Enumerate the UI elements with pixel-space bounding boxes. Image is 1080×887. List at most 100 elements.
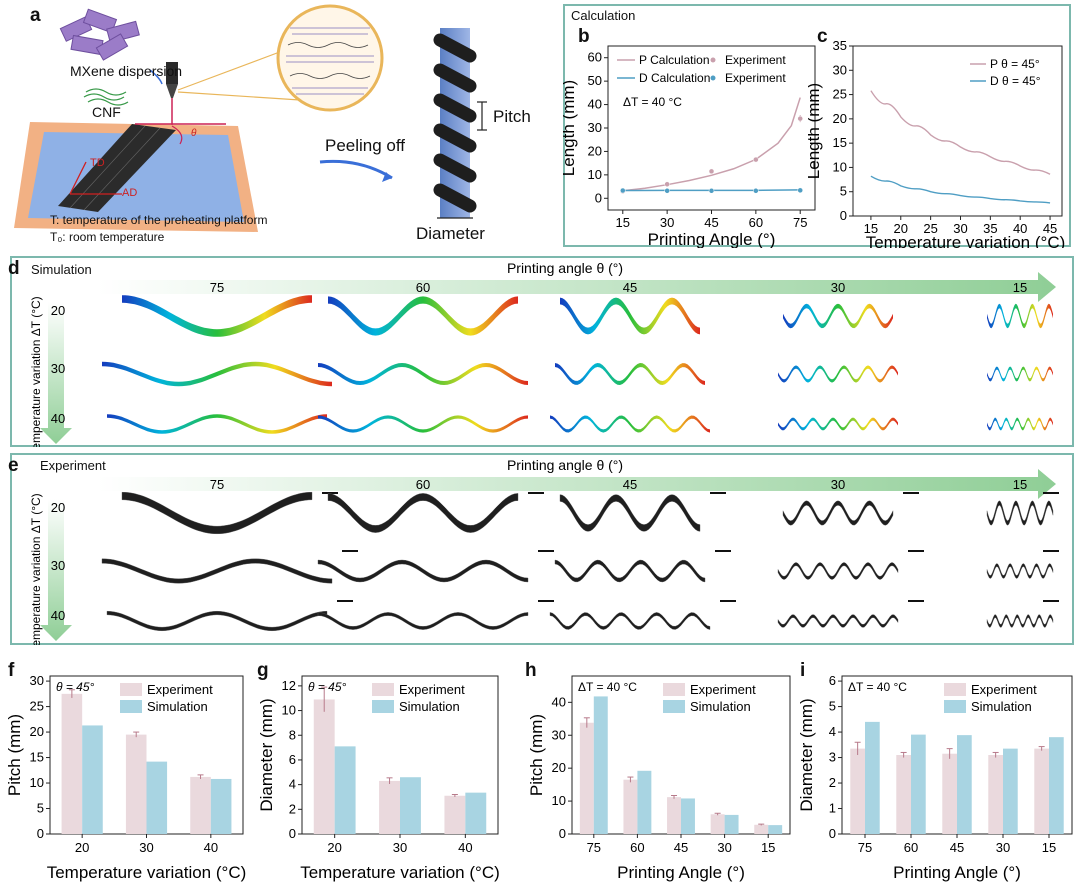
x-tick-label: 40	[458, 840, 472, 855]
y-tick-label: 5	[840, 184, 847, 199]
y-tick-label: 30	[30, 673, 44, 688]
angle-title: Printing angle θ (°)	[507, 457, 623, 473]
x-tick-label: 25	[923, 221, 937, 236]
annotation: ΔT = 40 °C	[848, 680, 907, 694]
angle-label: 45	[623, 280, 637, 295]
y-tick-label: 12	[282, 678, 296, 693]
x-tick-label: 40	[204, 840, 218, 855]
y-tick-label: 60	[588, 50, 602, 65]
y-tick-label: 3	[829, 750, 836, 765]
simulated-helix-60-30	[318, 363, 528, 385]
bar-experiment	[313, 699, 335, 834]
y-axis-label: Diameter (mm)	[257, 698, 276, 811]
dt-label: 30	[51, 558, 65, 573]
panel-e-mode: Experiment	[40, 458, 106, 473]
x-tick-label: 45	[1043, 221, 1057, 236]
mxene-flakes-icon	[59, 8, 140, 61]
panel-c-label: c	[817, 26, 828, 47]
y-tick-label: 6	[829, 673, 836, 688]
legend-label: Simulation	[971, 699, 1032, 714]
experimental-helix-15-40	[986, 614, 1054, 628]
bar-experiment	[896, 755, 911, 834]
y-tick-label: 10	[833, 159, 847, 174]
y-tick-label: 0	[559, 826, 566, 841]
simulated-helix-45-40	[550, 415, 710, 433]
legend-label: Experiment	[399, 682, 465, 697]
x-tick-label: 45	[704, 215, 718, 230]
y-tick-label: 35	[833, 38, 847, 53]
bar-experiment	[125, 734, 147, 834]
simulated-helix-60-20	[328, 296, 518, 336]
experimental-helix-75-40	[106, 610, 328, 632]
bar-simulation	[146, 761, 168, 834]
note-t: T: temperature of the preheating platfor…	[50, 213, 268, 227]
bar-simulation	[465, 792, 487, 834]
legend-swatch	[120, 683, 142, 696]
panel-i-label: i	[800, 660, 806, 681]
experimental-helix-30-40	[777, 614, 899, 628]
simulated-helix-30-40	[778, 417, 898, 431]
legend-label: P Calculation	[639, 53, 710, 67]
x-tick-label: 20	[75, 840, 89, 855]
bar-simulation	[1003, 748, 1018, 834]
simulated-helix-60-40	[318, 415, 528, 433]
peel-arrow-icon	[319, 159, 393, 180]
mxene-arrow-icon	[149, 69, 163, 85]
dt-label: 30	[51, 361, 65, 376]
calculation-title: Calculation	[571, 8, 636, 23]
simulation-grid: Printing angle θ (°) 75 60 45 30 15 Temperatur…	[29, 260, 1056, 447]
bar-experiment	[579, 722, 594, 834]
curve-blue	[870, 175, 1051, 204]
x-tick-label: 40	[1013, 221, 1027, 236]
data-point	[708, 188, 715, 194]
legend-swatch	[372, 700, 394, 713]
legend-swatch	[120, 700, 142, 713]
bar-experiment	[623, 779, 638, 834]
angle-label: 15	[1013, 477, 1027, 492]
simulated-helix-30-20	[783, 303, 893, 329]
y-tick-label: 50	[588, 73, 602, 88]
data-point	[664, 188, 670, 194]
y-tick-label: 10	[552, 793, 566, 808]
legend-label: D θ = 45°	[990, 74, 1041, 88]
legend-label: Experiment	[147, 682, 213, 697]
experimental-helix-30-20	[782, 500, 894, 526]
panel-a-label: a	[30, 5, 41, 26]
bar-simulation	[724, 814, 739, 834]
x-tick-label: 30	[996, 840, 1010, 855]
angle-label: 60	[416, 477, 430, 492]
bar-experiment	[942, 753, 957, 834]
y-axis-label: Pitch (mm)	[527, 714, 546, 796]
y-tick-label: 4	[289, 777, 296, 792]
x-tick-label: 60	[749, 215, 763, 230]
dt-label: 40	[51, 608, 65, 623]
x-tick-label: 15	[761, 840, 775, 855]
bar-simulation	[768, 825, 783, 834]
panel-b-label: b	[578, 26, 590, 47]
nanostructure-zoom-icon	[276, 4, 384, 112]
panel-d-frame	[10, 256, 1074, 447]
simulated-helix-75-20	[122, 295, 312, 337]
y-tick-label: 25	[833, 87, 847, 102]
bar-experiment	[1034, 748, 1049, 834]
panel-e-label: e	[8, 455, 19, 476]
calculation-box	[563, 4, 1071, 247]
panel-e-frame	[10, 453, 1074, 645]
panel-d-mode: Simulation	[31, 262, 92, 277]
annotation: θ = 45°	[56, 680, 95, 694]
x-tick-label: 30	[717, 840, 731, 855]
bar-experiment	[190, 776, 211, 834]
data-point	[620, 187, 626, 194]
experimental-helix-45-20	[559, 494, 701, 532]
bar-simulation	[82, 725, 103, 834]
bar-simulation	[334, 746, 356, 834]
data-point	[753, 188, 759, 194]
angle-label: 30	[831, 477, 845, 492]
y-tick-label: 4	[829, 724, 836, 739]
experimental-helix-60-30	[317, 559, 529, 583]
annotation: ΔT = 40 °C	[623, 95, 682, 109]
simulated-helix-45-20	[560, 297, 700, 335]
data-point	[797, 115, 803, 122]
angle-arrow-icon	[98, 272, 1056, 302]
td-label: TD	[90, 157, 105, 169]
